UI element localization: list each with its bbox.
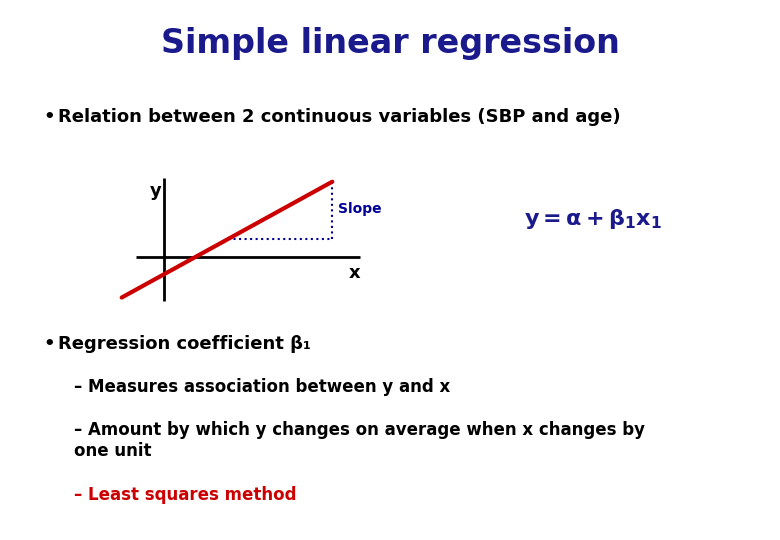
Text: x: x xyxy=(349,264,360,282)
Text: $\mathbf{y = \alpha + \beta_1 x_1}$: $\mathbf{y = \alpha + \beta_1 x_1}$ xyxy=(523,207,662,231)
Text: y: y xyxy=(150,181,161,200)
Text: – Measures association between y and x: – Measures association between y and x xyxy=(74,378,450,396)
Text: •: • xyxy=(43,335,55,353)
Text: Simple linear regression: Simple linear regression xyxy=(161,27,619,60)
Text: Relation between 2 continuous variables (SBP and age): Relation between 2 continuous variables … xyxy=(58,108,621,126)
Text: •: • xyxy=(43,108,55,126)
Text: Regression coefficient β₁: Regression coefficient β₁ xyxy=(58,335,311,353)
Text: – Least squares method: – Least squares method xyxy=(74,486,296,504)
Text: – Amount by which y changes on average when x changes by
one unit: – Amount by which y changes on average w… xyxy=(74,421,645,460)
Text: Slope: Slope xyxy=(338,201,381,215)
